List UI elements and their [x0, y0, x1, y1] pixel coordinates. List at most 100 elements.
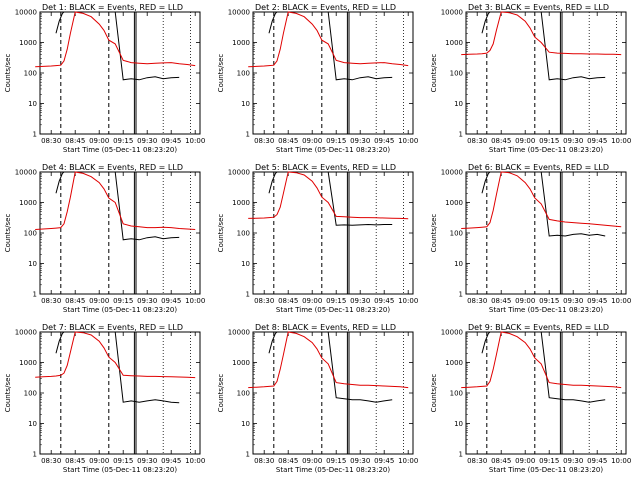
plot-frame	[252, 331, 414, 455]
panel-title: Det 7: BLACK = Events, RED = LLD	[42, 323, 183, 332]
series-lld-line	[461, 331, 622, 389]
y-tick-label: 1	[459, 291, 463, 299]
y-axis-label: Counts/sec	[4, 374, 12, 413]
y-tick-label: 100	[450, 70, 463, 78]
y-tick-label: 1	[33, 131, 37, 139]
x-tick-label: 09:00	[302, 457, 322, 465]
x-tick-label: 09:45	[587, 297, 607, 305]
panel-title: Det 1: BLACK = Events, RED = LLD	[42, 3, 183, 12]
y-tick-label: 10000	[441, 9, 463, 17]
y-tick-label: 1000	[19, 359, 37, 367]
y-axis-label: Counts/sec	[4, 214, 12, 253]
y-tick-label: 10000	[441, 169, 463, 177]
x-tick-label: 09:45	[161, 457, 181, 465]
x-tick-label: 08:45	[278, 457, 298, 465]
y-axis-label: Counts/sec	[217, 54, 225, 93]
plot-frame	[39, 11, 201, 135]
y-tick-label: 10	[28, 260, 37, 268]
y-tick-label: 1	[459, 451, 463, 459]
y-tick-label: 10	[454, 100, 463, 108]
panel-det-2: Det 2: BLACK = Events, RED = LLD Counts/s…	[217, 3, 418, 154]
panel-det-6: Det 6: BLACK = Events, RED = LLD Counts/s…	[430, 163, 631, 314]
y-tick-label: 10	[241, 420, 250, 428]
x-axis-label: Start Time (05-Dec-11 08:23:20)	[276, 466, 390, 474]
x-tick-label: 10:00	[611, 457, 631, 465]
y-axis-label: Counts/sec	[430, 214, 438, 253]
x-tick-label: 10:00	[185, 297, 205, 305]
x-axis-label: Start Time (05-Dec-11 08:23:20)	[276, 306, 390, 314]
x-tick-label: 09:30	[137, 137, 157, 145]
x-tick-label: 09:00	[515, 137, 535, 145]
x-tick-label: 09:00	[89, 457, 109, 465]
y-tick-label: 100	[450, 230, 463, 238]
y-tick-label: 1	[246, 131, 250, 139]
panel-det-1: Det 1: BLACK = Events, RED = LLD Counts/s…	[4, 3, 205, 154]
x-tick-label: 08:45	[491, 137, 511, 145]
y-tick-label: 100	[237, 390, 250, 398]
y-tick-label: 1000	[232, 199, 250, 207]
x-tick-label: 10:00	[398, 297, 418, 305]
x-tick-label: 09:45	[374, 297, 394, 305]
x-tick-label: 08:45	[278, 297, 298, 305]
series-events-line	[55, 11, 180, 81]
x-tick-label: 09:30	[563, 297, 583, 305]
y-axis-label: Counts/sec	[430, 374, 438, 413]
y-tick-label: 1000	[19, 39, 37, 47]
x-tick-label: 08:30	[254, 457, 274, 465]
x-tick-label: 09:15	[113, 137, 133, 145]
x-axis-label: Start Time (05-Dec-11 08:23:20)	[63, 146, 177, 154]
series-events-line	[55, 171, 180, 241]
x-tick-label: 09:15	[539, 457, 559, 465]
y-tick-label: 100	[450, 390, 463, 398]
series-lld-line	[248, 331, 409, 389]
panel-det-7: Det 7: BLACK = Events, RED = LLD Counts/s…	[4, 323, 205, 474]
panel-title: Det 4: BLACK = Events, RED = LLD	[42, 163, 183, 172]
series-events-line	[268, 171, 393, 226]
x-tick-label: 09:00	[302, 137, 322, 145]
panel-title: Det 5: BLACK = Events, RED = LLD	[255, 163, 396, 172]
x-tick-label: 09:15	[326, 297, 346, 305]
panel-det-9: Det 9: BLACK = Events, RED = LLD Counts/s…	[430, 323, 631, 474]
y-axis-label: Counts/sec	[4, 54, 12, 93]
series-lld-line	[248, 11, 409, 68]
y-tick-label: 1000	[445, 39, 463, 47]
y-tick-label: 10000	[228, 329, 250, 337]
x-axis-label: Start Time (05-Dec-11 08:23:20)	[489, 306, 603, 314]
series-events-line	[268, 11, 393, 81]
series-events-line	[55, 331, 180, 404]
y-tick-label: 10	[241, 100, 250, 108]
x-tick-label: 09:00	[89, 137, 109, 145]
x-tick-label: 09:15	[539, 297, 559, 305]
x-tick-label: 09:30	[350, 297, 370, 305]
x-tick-label: 09:00	[302, 297, 322, 305]
y-tick-label: 1	[33, 451, 37, 459]
x-tick-label: 09:15	[113, 457, 133, 465]
x-tick-label: 09:15	[539, 137, 559, 145]
panel-det-5: Det 5: BLACK = Events, RED = LLD Counts/s…	[217, 163, 418, 314]
y-tick-label: 1000	[445, 359, 463, 367]
plot-frame	[39, 171, 201, 295]
x-axis-label: Start Time (05-Dec-11 08:23:20)	[276, 146, 390, 154]
panel-det-8: Det 8: BLACK = Events, RED = LLD Counts/s…	[217, 323, 418, 474]
x-tick-label: 10:00	[185, 457, 205, 465]
y-tick-label: 1	[246, 291, 250, 299]
panel-title: Det 2: BLACK = Events, RED = LLD	[255, 3, 396, 12]
y-tick-label: 1000	[445, 199, 463, 207]
y-tick-label: 10000	[15, 9, 37, 17]
x-tick-label: 08:45	[65, 137, 85, 145]
x-tick-label: 08:30	[254, 297, 274, 305]
x-tick-label: 08:45	[65, 297, 85, 305]
x-tick-label: 09:15	[326, 457, 346, 465]
series-lld-line	[461, 171, 622, 229]
y-tick-label: 100	[24, 230, 37, 238]
x-tick-label: 08:30	[467, 457, 487, 465]
x-tick-label: 09:30	[350, 137, 370, 145]
x-tick-label: 08:30	[467, 137, 487, 145]
series-events-line	[481, 331, 606, 403]
x-tick-label: 10:00	[611, 137, 631, 145]
x-axis-label: Start Time (05-Dec-11 08:23:20)	[489, 146, 603, 154]
x-tick-label: 09:45	[374, 457, 394, 465]
plot-frame	[252, 171, 414, 295]
